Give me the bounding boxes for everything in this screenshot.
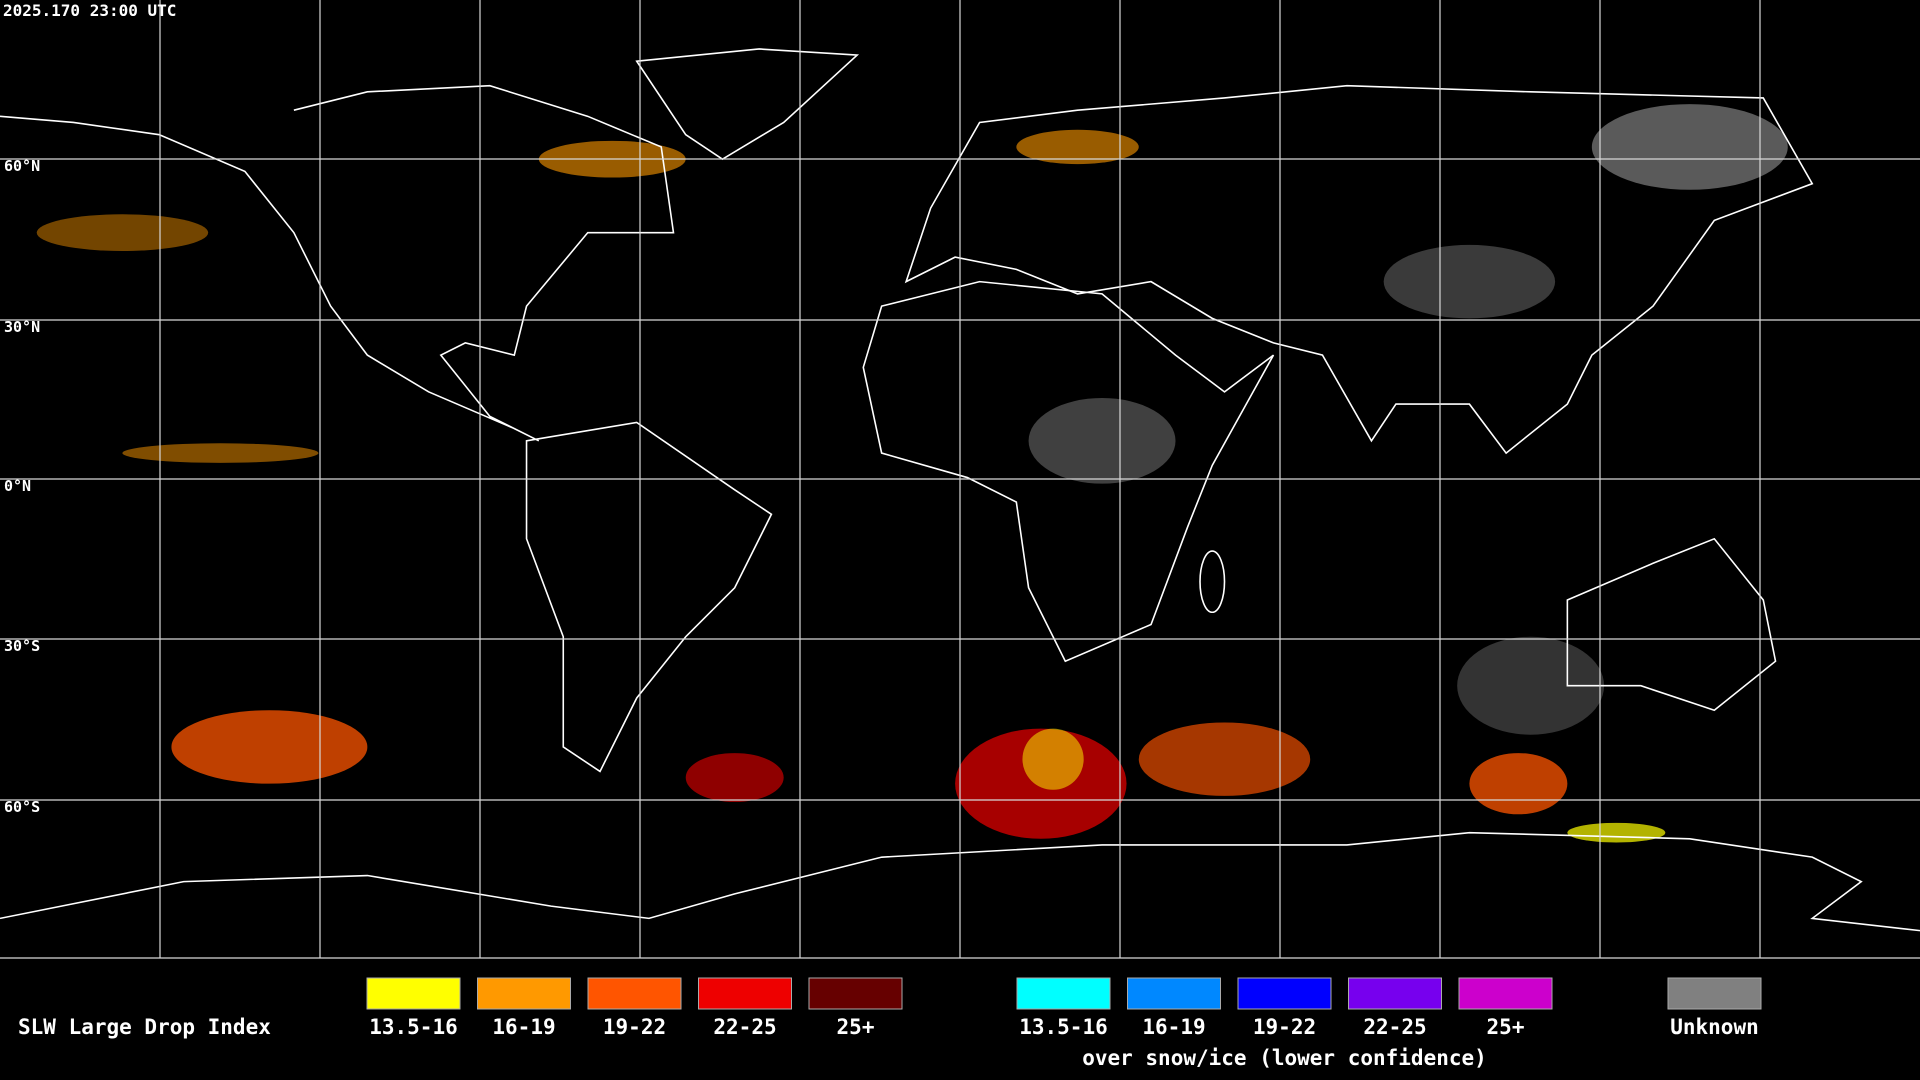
legend-label: Unknown xyxy=(1670,1015,1759,1039)
latitude-label: 60°S xyxy=(4,798,40,816)
legend-swatch xyxy=(1237,977,1332,1010)
legend-swatch xyxy=(587,977,682,1010)
latitude-label: 0°N xyxy=(4,477,31,495)
legend-swatch xyxy=(1458,977,1553,1010)
legend-label: 13.5-16 xyxy=(369,1015,458,1039)
graticule xyxy=(0,0,1920,959)
legend-swatch xyxy=(1667,977,1762,1010)
legend-label: 16-19 xyxy=(492,1015,555,1039)
legend-swatch xyxy=(698,977,792,1010)
legend-label: 19-22 xyxy=(603,1015,666,1039)
legend-swatch xyxy=(477,977,571,1010)
legend: 13.5-16 16-19 19-22 22-25 25+ 13.5-16 16-19 19-… xyxy=(366,977,1762,1070)
legend-label: 22-25 xyxy=(1363,1015,1426,1039)
map xyxy=(0,0,1920,959)
legend-label: 25+ xyxy=(1487,1015,1525,1039)
legend-label: 22-25 xyxy=(713,1015,776,1039)
legend-caption: over snow/ice (lower confidence) xyxy=(1082,1046,1487,1070)
latitude-labels: 60°N 30°N 0°N 30°S 60°S xyxy=(4,157,40,816)
legend-title: SLW Large Drop Index xyxy=(18,1015,271,1039)
latitude-label: 60°N xyxy=(4,157,40,175)
latitude-label: 30°S xyxy=(4,637,40,655)
legend-swatch xyxy=(808,977,903,1010)
legend-swatch xyxy=(366,977,461,1010)
latitude-label: 30°N xyxy=(4,318,40,336)
legend-swatch xyxy=(1016,977,1111,1010)
legend-label: 13.5-16 xyxy=(1019,1015,1108,1039)
legend-swatch xyxy=(1348,977,1442,1010)
legend-label: 16-19 xyxy=(1142,1015,1205,1039)
legend-swatch xyxy=(1127,977,1221,1010)
legend-label: 25+ xyxy=(837,1015,875,1039)
timestamp: 2025.170 23:00 UTC xyxy=(3,1,176,20)
legend-label: 19-22 xyxy=(1253,1015,1316,1039)
